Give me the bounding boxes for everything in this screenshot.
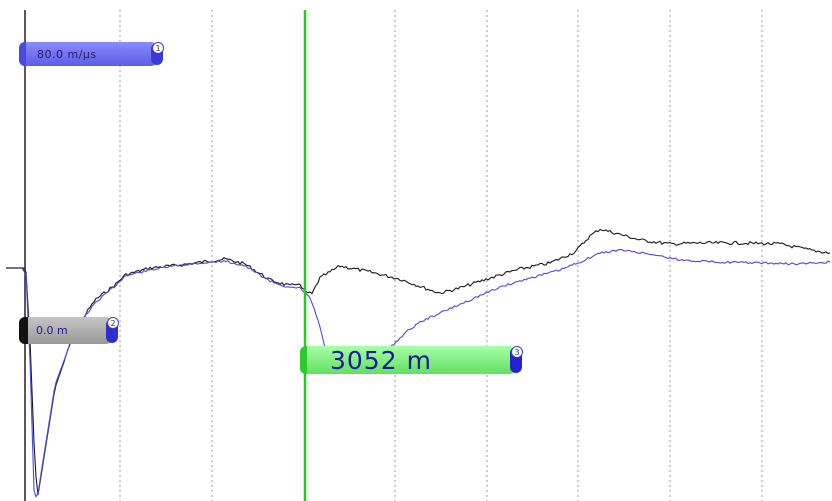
velocity-marker-grip[interactable] bbox=[19, 42, 26, 66]
zero-marker[interactable]: 0.0 m 2 bbox=[19, 317, 119, 344]
distance-marker[interactable]: 3052 m 3 bbox=[300, 345, 523, 375]
distance-marker-label: 3052 m bbox=[330, 345, 432, 375]
distance-marker-index: 3 bbox=[511, 346, 523, 358]
zero-marker-grip[interactable] bbox=[19, 317, 28, 344]
reference-trace bbox=[21, 228, 831, 496]
distance-marker-grip[interactable] bbox=[300, 346, 307, 374]
zero-marker-index: 2 bbox=[107, 317, 119, 329]
current-trace bbox=[21, 248, 831, 499]
velocity-marker-index: 1 bbox=[152, 42, 164, 54]
velocity-marker-label: 80.0 m/µs bbox=[37, 47, 97, 61]
zero-marker-label: 0.0 m bbox=[36, 324, 68, 337]
vertical-gridlines bbox=[119, 10, 763, 501]
velocity-marker[interactable]: 80.0 m/µs 1 bbox=[19, 42, 164, 66]
